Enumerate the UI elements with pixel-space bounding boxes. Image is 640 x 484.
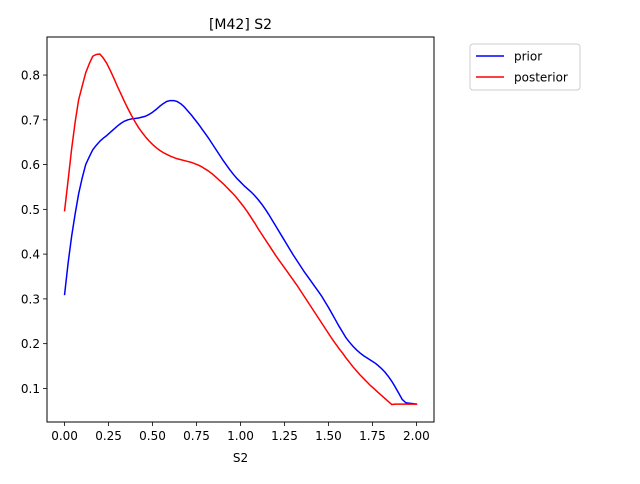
x-tick-label: 1.00 bbox=[227, 429, 254, 443]
x-tick-label: 1.25 bbox=[271, 429, 298, 443]
y-tick-label: 0.5 bbox=[21, 203, 40, 217]
x-tick-label: 1.75 bbox=[359, 429, 386, 443]
legend-label-prior: prior bbox=[514, 50, 542, 64]
x-tick-label: 0.50 bbox=[139, 429, 166, 443]
y-tick-label: 0.1 bbox=[21, 382, 40, 396]
x-tick-label: 0.25 bbox=[95, 429, 122, 443]
y-axis-ticks: 0.1 0.2 0.3 0.4 0.5 0.6 0.7 0.8 bbox=[21, 69, 47, 396]
x-tick-label: 0.75 bbox=[183, 429, 210, 443]
y-tick-label: 0.8 bbox=[21, 69, 40, 83]
chart-title: [M42] S2 bbox=[209, 17, 272, 33]
x-tick-label: 1.50 bbox=[315, 429, 342, 443]
legend: prior posterior bbox=[469, 43, 581, 91]
y-tick-label: 0.4 bbox=[21, 248, 40, 262]
x-axis-ticks: 0.00 0.25 0.50 0.75 1.00 1.25 1.50 1.75 2.00 bbox=[51, 422, 430, 443]
y-tick-label: 0.7 bbox=[21, 113, 40, 127]
series-lines bbox=[63, 53, 418, 406]
x-axis-label: S2 bbox=[233, 451, 248, 465]
axes-frame bbox=[46, 36, 435, 423]
series-line-prior bbox=[63, 99, 418, 405]
y-tick-label: 0.2 bbox=[21, 337, 40, 351]
plot-area: 0.00 0.25 0.50 0.75 1.00 1.25 1.50 1.75 2.00 0.1… bbox=[21, 36, 435, 443]
legend-label-posterior: posterior bbox=[514, 71, 568, 85]
y-tick-label: 0.6 bbox=[21, 158, 40, 172]
y-tick-label: 0.3 bbox=[21, 292, 40, 306]
x-tick-label: 0.00 bbox=[51, 429, 78, 443]
series-line-posterior bbox=[63, 53, 418, 406]
x-tick-label: 2.00 bbox=[403, 429, 430, 443]
